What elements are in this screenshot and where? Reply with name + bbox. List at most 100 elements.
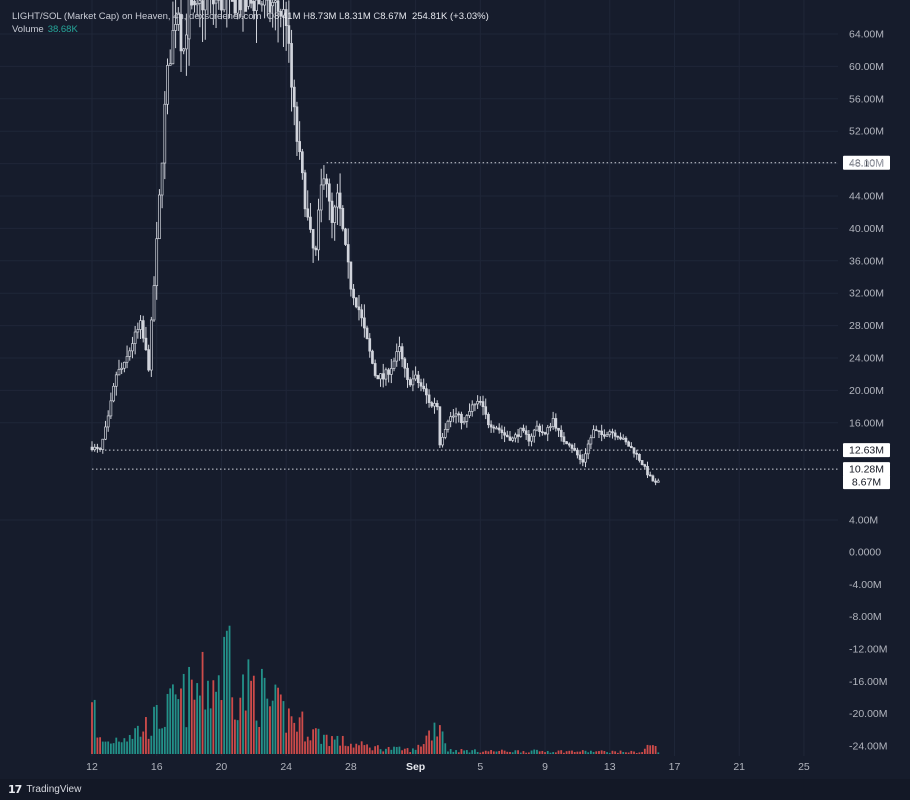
price-tick-label: 40.00M [849,223,884,235]
candle-body [535,425,539,431]
volume-bar [188,666,190,754]
candle-body [381,373,385,380]
volume-bar [436,736,439,754]
candle-body [449,416,453,422]
candle-body [373,363,377,376]
volume-bar [630,750,633,754]
lower-tick-label: -24.00M [849,741,888,753]
candle-body [611,431,614,434]
volume-bar [525,752,528,754]
candle-body [470,404,474,412]
volume-bar [296,731,298,754]
volume-bar [592,752,595,754]
volume-bar [236,720,239,754]
volume-legend: Volume 38.68K [12,24,78,35]
volume-bar [204,709,207,754]
volume-bar [358,745,360,754]
volume-bar [479,752,482,754]
volume-bar [107,741,110,754]
candle-body [481,401,485,408]
candle-body [629,445,633,449]
candle-body [300,151,304,174]
volume-bar [611,750,614,754]
price-tick-label: 56.00M [849,93,884,105]
volume-bar [581,750,584,754]
candle-body [435,403,439,408]
candle-body [222,0,226,11]
candle-body [295,106,299,142]
candle-body [101,438,105,450]
price-line-label: 8.67M [852,477,881,489]
volume-bar [93,699,96,754]
price-axis[interactable]: 64.00M 60.00M 56.00M 52.00M 48.00M 44.00M 40.0… [849,29,888,753]
candle-body [638,453,641,461]
candle-body [452,415,455,418]
candle-body [263,0,266,6]
volume-bar [376,745,379,754]
candle-body [327,183,331,202]
candle-body [624,437,628,443]
volume-bar [546,751,549,754]
candle-body [395,351,399,362]
volume-bar [460,749,463,754]
volume-bar [282,701,285,754]
tradingview-brand[interactable]: 𝟭𝟳 TradingView [8,783,81,796]
price-tick-label: 24.00M [849,353,884,365]
candle-body [462,421,466,424]
candle-body [584,453,587,463]
candle-body [576,449,579,456]
candle-body [489,424,493,428]
candle-body [271,2,275,7]
candle-body [519,427,523,437]
candle-body [257,0,261,5]
candle-body [114,374,118,387]
volume-bar [471,750,474,754]
volume-bar [153,706,155,754]
price-line-label: 48.10M [849,157,884,169]
volume-bar [118,741,120,754]
candle-body [317,209,320,251]
volume-bar [657,752,660,754]
volume-bar [449,749,452,754]
candle-body [527,434,531,442]
volume-bar [150,735,153,754]
candle-body [648,474,652,477]
volume-bar [522,751,525,754]
volume-bar [207,680,209,754]
volume-bar [317,728,320,754]
volume-bar [563,752,565,754]
volume-bar [425,735,428,754]
candle-body [346,244,350,263]
volume-bar [198,695,201,754]
volume-bar [600,750,603,754]
volume-bar [447,751,449,754]
volume-bar [126,741,128,754]
candle-body [158,194,161,240]
volume-bar [492,751,495,754]
volume-bar [646,744,649,754]
volume-bar [217,675,220,754]
volume-bar [444,743,447,754]
volume-bar [498,750,501,754]
time-tick-label: 24 [280,761,292,773]
volume-bar [401,750,404,754]
candle-body [557,427,560,431]
candle-body [314,247,318,251]
candle-body [433,403,436,407]
volume-bar [476,751,479,754]
candle-body [392,360,396,369]
candle-body [144,337,148,351]
candle-body [195,2,199,6]
candle-body [376,375,380,380]
volume-bar [239,697,242,754]
time-axis[interactable]: 12 16 20 24 28 Sep 5 9 13 17 21 25 [86,761,810,773]
candle-body [338,192,342,209]
price-line-label-bg [843,443,890,458]
candle-body [389,368,393,375]
price-tick-label: 60.00M [849,61,884,73]
candle-body [586,443,590,455]
candle-body [532,429,536,437]
volume-bar [587,752,590,754]
